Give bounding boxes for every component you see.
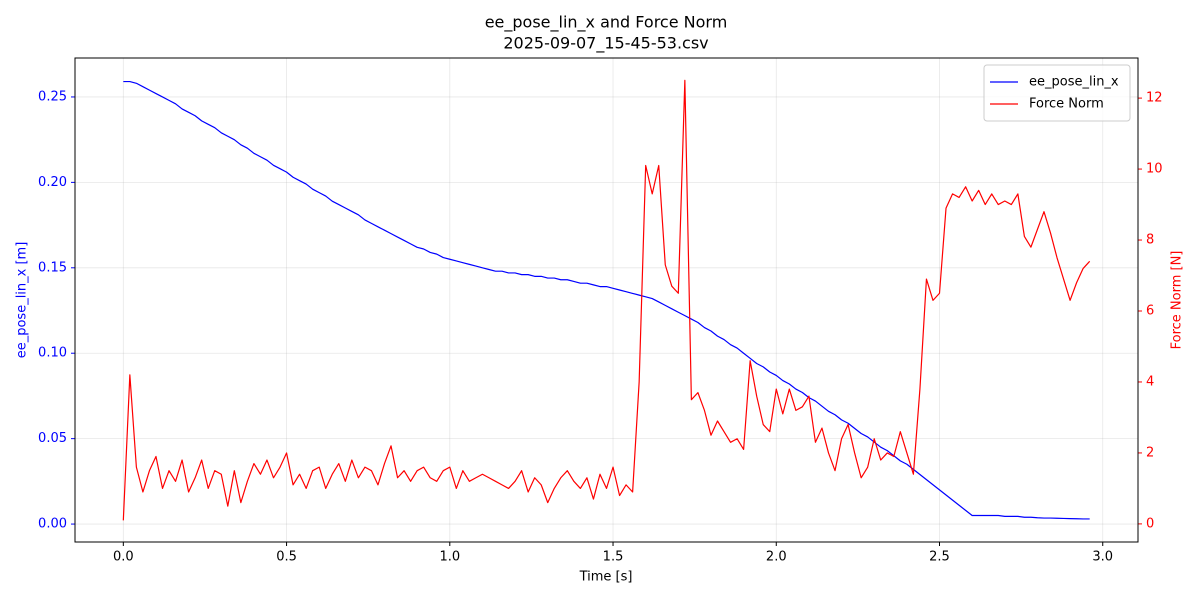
y-axis-label: ee_pose_lin_x [m]: [15, 242, 30, 359]
x-tick-label: 3.0: [1092, 550, 1113, 565]
chart-title: ee_pose_lin_x and Force Norm: [485, 13, 728, 33]
y2-tick-label: 0: [1146, 516, 1154, 531]
y-tick-label: 0.15: [38, 260, 67, 275]
x-axis-label: Time [s]: [579, 570, 633, 585]
x-tick-label: 0.5: [276, 550, 297, 565]
chart-subtitle: 2025-09-07_15-45-53.csv: [503, 34, 708, 54]
y2-tick-label: 4: [1146, 374, 1154, 389]
y2-tick-label: 12: [1146, 91, 1163, 106]
x-tick-label: 2.5: [929, 550, 950, 565]
y2-tick-label: 10: [1146, 162, 1163, 177]
legend-box: [983, 64, 1131, 122]
series-line: [122, 79, 1091, 521]
y2-tick-label: 6: [1146, 304, 1154, 319]
y-tick-label: 0.20: [38, 175, 67, 190]
plot-frame: [74, 57, 1139, 543]
legend-label: Force Norm: [1029, 97, 1104, 112]
y2-tick-label: 2: [1146, 445, 1154, 460]
x-tick-label: 1.0: [439, 550, 460, 565]
y2-axis-label: Force Norm [N]: [1170, 251, 1185, 350]
x-tick-label: 2.0: [766, 550, 787, 565]
y2-tick-label: 8: [1146, 233, 1154, 248]
y-tick-label: 0.10: [38, 346, 67, 361]
y-tick-label: 0.00: [38, 517, 67, 532]
y-tick-label: 0.05: [38, 431, 67, 446]
y-tick-label: 0.25: [38, 89, 67, 104]
x-tick-label: 0.0: [113, 550, 134, 565]
legend-label: ee_pose_lin_x: [1029, 75, 1119, 90]
x-tick-label: 1.5: [603, 550, 624, 565]
series-line: [123, 80, 1090, 520]
